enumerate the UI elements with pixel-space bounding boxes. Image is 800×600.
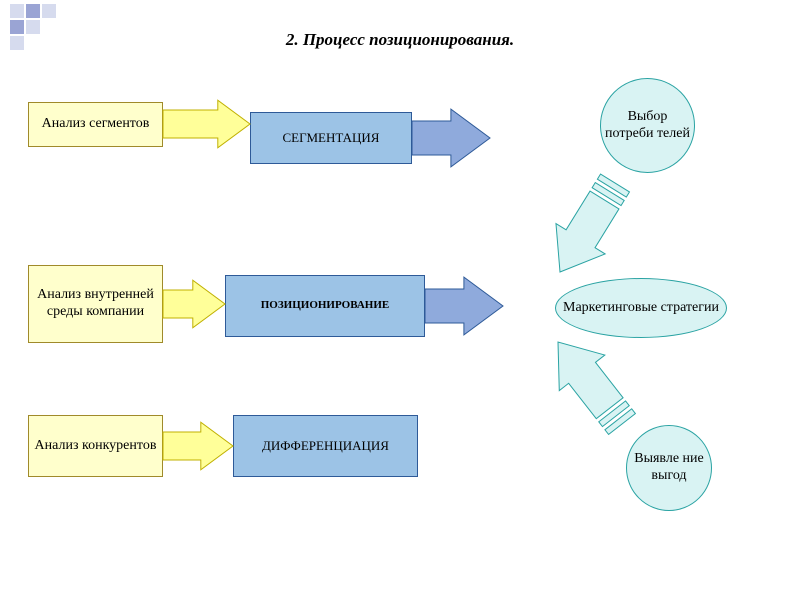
arrows-layer [0,0,800,600]
